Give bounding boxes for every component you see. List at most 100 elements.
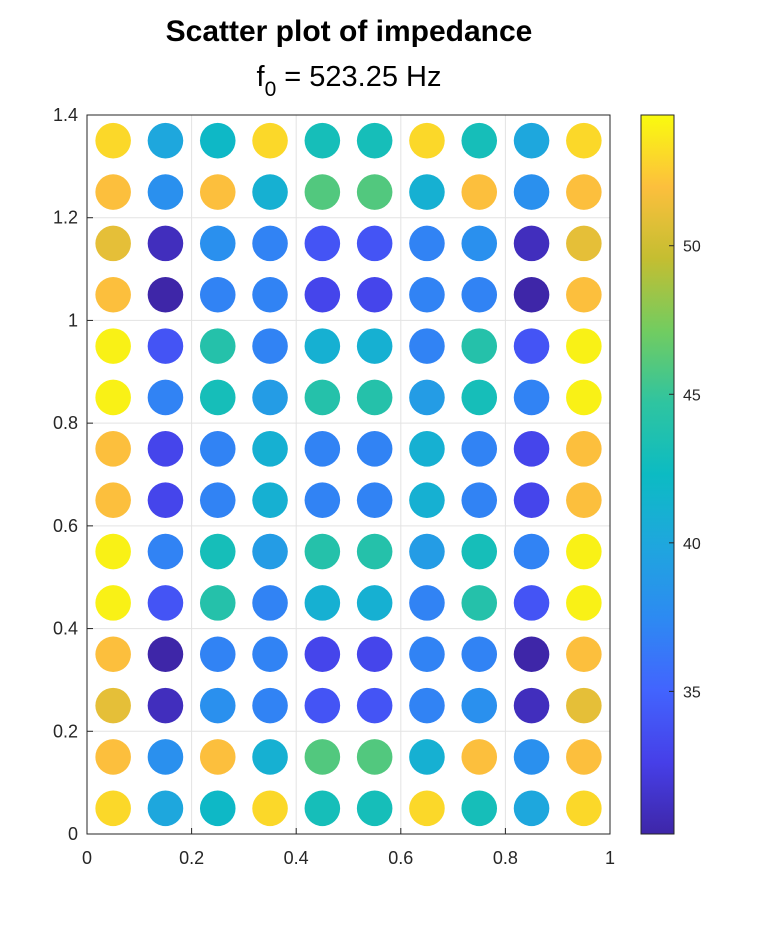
scatter-point xyxy=(409,431,445,467)
scatter-point xyxy=(513,790,550,827)
scatter-point xyxy=(513,739,550,775)
scatter-point xyxy=(147,636,184,673)
scatter-point xyxy=(513,328,550,364)
scatter-point xyxy=(513,431,550,467)
scatter-point xyxy=(461,636,498,673)
scatter-point xyxy=(513,636,550,673)
scatter-point xyxy=(199,431,236,467)
scatter-point xyxy=(513,276,550,313)
scatter-point xyxy=(147,482,184,518)
scatter-point xyxy=(252,431,288,467)
scatter-point xyxy=(461,225,498,262)
scatter-point xyxy=(199,687,236,724)
scatter-point xyxy=(566,636,602,673)
scatter-point xyxy=(304,225,341,262)
scatter-point xyxy=(566,533,602,570)
scatter-point xyxy=(199,585,236,621)
scatter-point xyxy=(147,790,184,827)
scatter-point xyxy=(304,276,341,313)
scatter-point xyxy=(566,482,602,518)
scatter-point xyxy=(304,122,341,159)
scatter-point xyxy=(356,174,393,210)
colorbar-tick-label: 45 xyxy=(683,387,701,404)
scatter-point xyxy=(461,276,498,313)
scatter-point xyxy=(147,379,184,416)
scatter-point xyxy=(409,276,445,313)
scatter-point xyxy=(199,533,236,570)
colorbar-ticks: 35 40 45 50 xyxy=(669,239,701,701)
scatter-point xyxy=(304,379,341,416)
scatter-point xyxy=(304,687,341,724)
scatter-point xyxy=(409,225,445,262)
scatter-point xyxy=(252,739,288,775)
scatter-point xyxy=(252,636,288,673)
scatter-point xyxy=(199,276,236,313)
y-tick-label: 1.4 xyxy=(53,105,78,125)
scatter-point xyxy=(304,790,341,827)
y-tick-label: 0.4 xyxy=(53,619,78,639)
scatter-point xyxy=(461,739,498,775)
x-tick-label: 0.4 xyxy=(284,848,309,868)
colorbar-tick-label: 50 xyxy=(683,239,701,256)
y-tick-label: 1.2 xyxy=(53,208,78,228)
y-tick-label: 0 xyxy=(68,824,78,844)
scatter-point xyxy=(566,739,602,775)
scatter-point xyxy=(356,328,393,364)
scatter-point xyxy=(95,482,131,518)
scatter-point xyxy=(252,225,288,262)
scatter-point xyxy=(461,328,498,364)
scatter-point xyxy=(461,431,498,467)
y-tick-label: 1 xyxy=(68,310,78,330)
subtitle-prefix: f xyxy=(257,61,266,93)
scatter-point xyxy=(199,174,236,210)
scatter-point xyxy=(356,739,393,775)
scatter-point xyxy=(409,122,445,159)
scatter-point xyxy=(95,174,131,210)
scatter-point xyxy=(513,225,550,262)
scatter-point xyxy=(147,328,184,364)
scatter-point xyxy=(252,379,288,416)
scatter-point xyxy=(95,431,131,467)
scatter-point xyxy=(461,533,498,570)
scatter-point xyxy=(356,585,393,621)
scatter-point xyxy=(304,328,341,364)
colorbar-tick-label: 35 xyxy=(683,684,701,701)
scatter-point xyxy=(147,276,184,313)
scatter-point xyxy=(95,328,131,364)
colorbar: 35 40 45 50 xyxy=(640,114,701,835)
scatter-point xyxy=(95,533,131,570)
scatter-point xyxy=(356,687,393,724)
scatter-point xyxy=(461,585,498,621)
scatter-point xyxy=(566,585,602,621)
y-tick-label: 0.2 xyxy=(53,721,78,741)
scatter-point xyxy=(252,122,288,159)
scatter-point xyxy=(95,739,131,775)
scatter-point xyxy=(513,482,550,518)
scatter-point xyxy=(513,174,550,210)
scatter-point xyxy=(147,431,184,467)
chart-subtitle: f0 = 523.25 Hz xyxy=(257,61,442,101)
x-tick-label: 0 xyxy=(82,848,92,868)
axes-background xyxy=(87,115,610,834)
scatter-point xyxy=(147,122,184,159)
scatter-point xyxy=(252,585,288,621)
scatter-point xyxy=(566,225,602,262)
scatter-point xyxy=(147,687,184,724)
scatter-point xyxy=(513,379,550,416)
scatter-point xyxy=(304,636,341,673)
scatter-point xyxy=(566,174,602,210)
scatter-point xyxy=(252,482,288,518)
scatter-point xyxy=(199,790,236,827)
scatter-point xyxy=(461,174,498,210)
scatter-point xyxy=(95,122,131,159)
scatter-point xyxy=(304,739,341,775)
scatter-point xyxy=(356,636,393,673)
scatter-point xyxy=(409,739,445,775)
scatter-point xyxy=(409,585,445,621)
scatter-point xyxy=(356,379,393,416)
scatter-point xyxy=(95,276,131,313)
y-axis: 0 0.2 0.4 0.6 0.8 1 1.2 1.4 xyxy=(53,105,93,844)
scatter-point xyxy=(199,225,236,262)
scatter-point xyxy=(409,328,445,364)
data-points xyxy=(95,122,602,827)
